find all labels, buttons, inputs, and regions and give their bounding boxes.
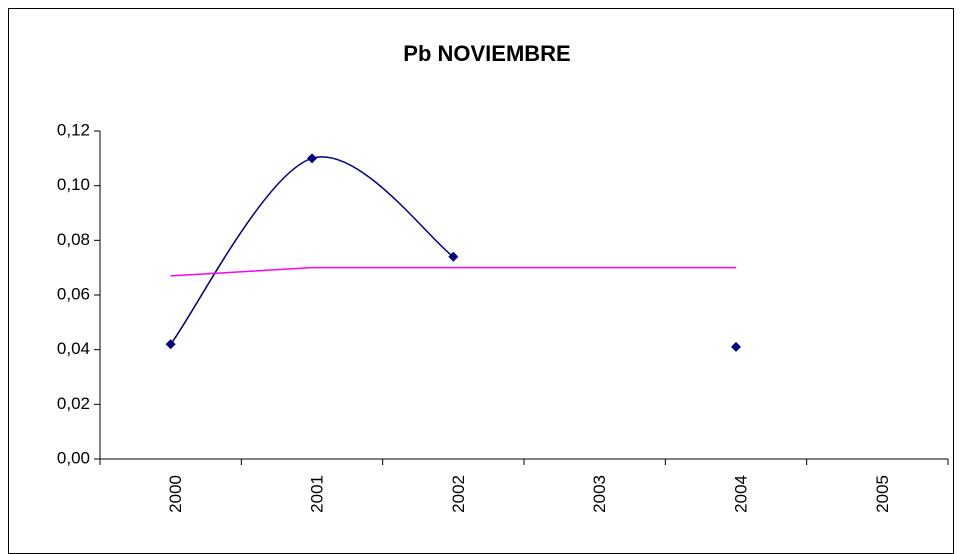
marker [448,251,459,262]
marker [307,153,317,164]
y-tick-label: 0,00 [57,448,90,467]
chart-border [8,8,954,554]
y-tick-label: 0,04 [57,339,90,358]
x-tick-label: 2000 [166,475,185,513]
y-tick-label: 0,06 [57,284,90,303]
series-line [170,266,736,277]
y-tick-label: 0,02 [57,394,90,413]
chart-title: Pb NOVIEMBRE [403,41,570,66]
x-tick-label: 2004 [731,475,750,513]
y-tick-label: 0,10 [57,175,90,194]
marker [731,341,741,352]
x-tick-label: 2005 [873,475,892,513]
x-tick-label: 2003 [590,475,609,513]
marker [165,339,176,350]
x-tick-label: 2002 [449,475,468,513]
y-tick-label: 0,08 [57,230,90,249]
x-tick-label: 2001 [307,475,326,513]
y-tick-label: 0,12 [57,120,90,139]
